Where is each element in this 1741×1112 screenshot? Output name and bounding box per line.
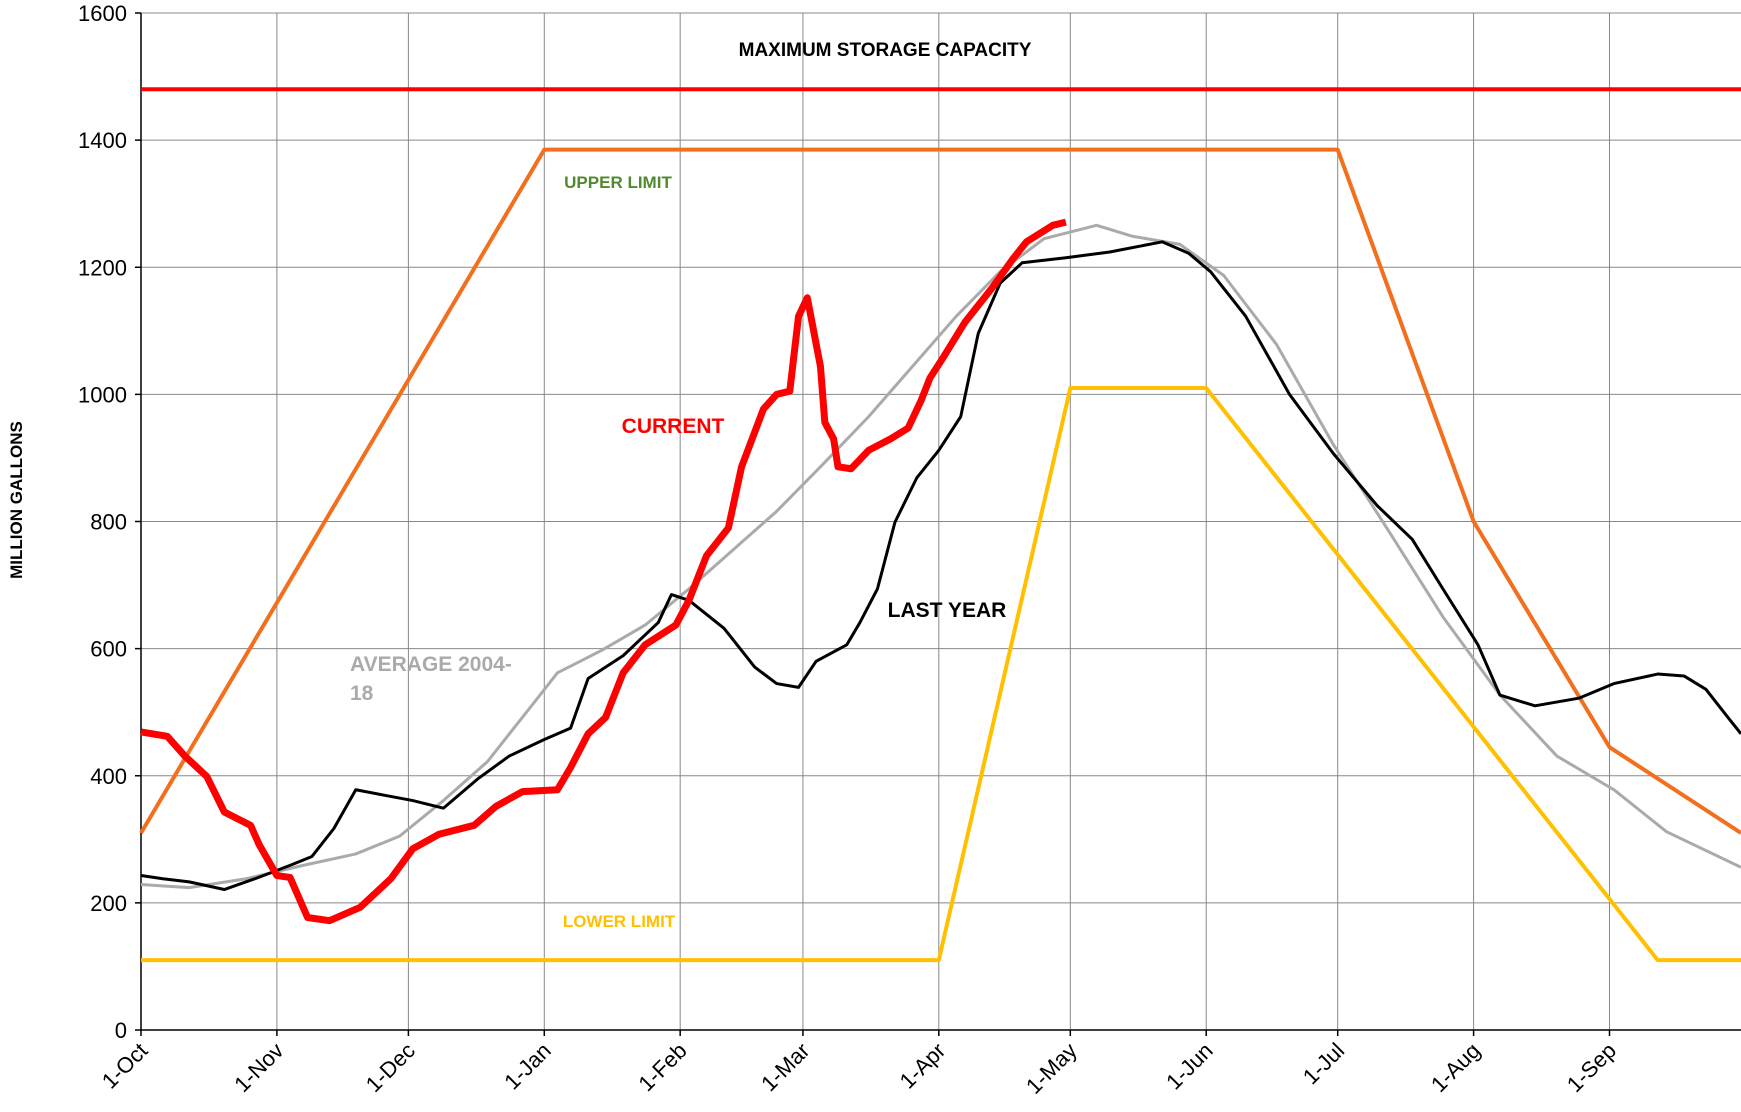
series-label: LOWER LIMIT — [563, 912, 676, 931]
y-tick-label: 0 — [115, 1018, 127, 1043]
series-line — [139, 147, 1741, 835]
y-tick-label: 1600 — [78, 1, 127, 26]
x-tick-label: 1-May — [1021, 1038, 1082, 1099]
x-tick-label: 1-Sep — [1562, 1038, 1621, 1097]
x-tick-label: 1-Apr — [895, 1038, 951, 1094]
y-tick-label: 1400 — [78, 128, 127, 153]
y-tick-label: 1000 — [78, 382, 127, 407]
y-tick-label: 400 — [90, 764, 127, 789]
series-line — [141, 386, 1741, 963]
series-line — [140, 218, 1067, 925]
series-line — [140, 223, 1741, 890]
x-tick-label: 1-Nov — [229, 1038, 288, 1097]
series-label-box: AVERAGE 2004-18 — [350, 653, 512, 706]
y-tick-label: 600 — [90, 637, 127, 662]
x-tick-label: 1-Jul — [1298, 1038, 1349, 1089]
y-tick-label: 1200 — [78, 255, 127, 280]
series-label: MAXIMUM STORAGE CAPACITY — [739, 40, 1032, 61]
y-tick-label: 200 — [90, 891, 127, 916]
series-label: UPPER LIMIT — [564, 173, 672, 192]
x-tick-label: 1-Feb — [633, 1038, 691, 1096]
y-axis-label: MILLION GALLONS — [7, 421, 26, 579]
x-tick-label: 1-Jan — [499, 1038, 556, 1095]
x-tick-label: 1-Mar — [756, 1038, 814, 1096]
series-label: CURRENT — [622, 415, 725, 438]
x-tick-label: 1-Oct — [97, 1038, 153, 1094]
y-tick-label: 800 — [90, 510, 127, 535]
x-tick-label: 1-Jun — [1161, 1038, 1218, 1095]
series-label: AVERAGE 2004-18 — [350, 653, 512, 706]
series-label: LAST YEAR — [888, 599, 1007, 622]
x-tick-label: 1-Dec — [361, 1038, 420, 1097]
series-line — [140, 240, 1741, 892]
x-tick-label: 1-Aug — [1426, 1038, 1485, 1097]
